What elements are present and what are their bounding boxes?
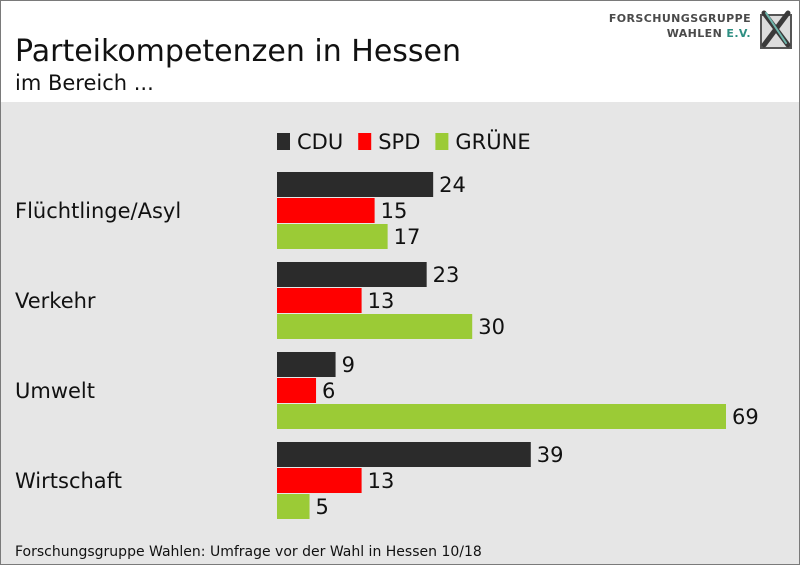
bar-umwelt-grune: [277, 404, 726, 429]
value-label-fluchtlinge-asyl-grune: 17: [394, 225, 421, 249]
bar-fluchtlinge-asyl-grune: [277, 224, 388, 249]
legend: CDU SPD GRÜNE: [277, 129, 531, 154]
logo-line-2-name: WAHLEN: [666, 27, 723, 40]
value-label-wirtschaft-cdu: 39: [537, 443, 564, 467]
value-label-fluchtlinge-asyl-spd: 15: [381, 199, 408, 223]
value-label-verkehr-grune: 30: [478, 315, 505, 339]
value-label-umwelt-cdu: 9: [342, 353, 355, 377]
bar-fluchtlinge-asyl-cdu: [277, 172, 434, 197]
legend-swatch-cdu: [277, 133, 290, 150]
legend-swatch-grune: [435, 133, 449, 150]
logo-ballot-icon: [760, 10, 792, 49]
chart-subtitle: im Bereich ...: [15, 71, 154, 95]
legend-label-grune: GRÜNE: [455, 129, 530, 154]
chart-title: Parteikompetenzen in Hessen: [15, 34, 462, 69]
value-label-umwelt-spd: 6: [322, 379, 335, 403]
value-label-wirtschaft-grune: 5: [316, 495, 329, 519]
bar-umwelt-cdu: [277, 352, 336, 377]
bar-verkehr-spd: [277, 288, 362, 313]
logo-line-1: FORSCHUNGSGRUPPE: [608, 12, 751, 25]
bar-wirtschaft-spd: [277, 468, 362, 493]
logo-line-2-suffix: E.V.: [726, 27, 751, 40]
bar-wirtschaft-grune: [277, 494, 310, 519]
legend-label-spd: SPD: [378, 130, 420, 154]
bar-umwelt-spd: [277, 378, 317, 403]
bar-verkehr-grune: [277, 314, 473, 339]
value-label-fluchtlinge-asyl-cdu: 24: [439, 173, 466, 197]
category-label-wirtschaft: Wirtschaft: [15, 469, 122, 493]
value-label-verkehr-spd: 13: [368, 289, 395, 313]
bar-verkehr-cdu: [277, 262, 427, 287]
source-note: Forschungsgruppe Wahlen: Umfrage vor der…: [15, 544, 482, 560]
bar-fluchtlinge-asyl-spd: [277, 198, 375, 223]
value-label-wirtschaft-spd: 13: [368, 469, 395, 493]
legend-swatch-spd: [358, 133, 372, 150]
value-label-umwelt-grune: 69: [732, 405, 759, 429]
legend-label-cdu: CDU: [297, 130, 343, 154]
logo-text: FORSCHUNGSGRUPPE WAHLEN E.V.: [609, 11, 751, 41]
value-label-verkehr-cdu: 23: [433, 263, 460, 287]
category-label-verkehr: Verkehr: [15, 289, 96, 313]
bar-wirtschaft-cdu: [277, 442, 531, 467]
header: Parteikompetenzen in Hessen im Bereich .…: [1, 1, 799, 102]
category-label-fluchtlinge-asyl: Flüchtlinge/Asyl: [15, 199, 181, 223]
logo-line-2: WAHLEN E.V.: [609, 26, 751, 41]
category-label-umwelt: Umwelt: [15, 379, 95, 403]
